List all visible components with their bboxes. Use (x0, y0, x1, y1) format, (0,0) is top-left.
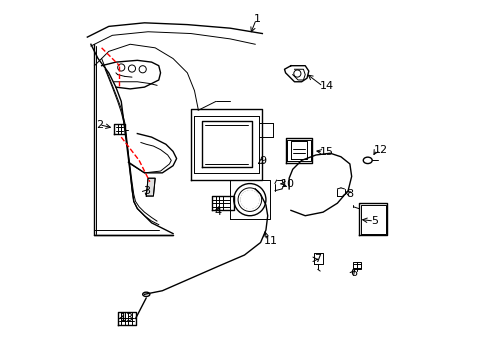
Text: 3: 3 (142, 186, 149, 197)
Polygon shape (146, 178, 155, 196)
Text: 7: 7 (313, 254, 321, 264)
Text: 14: 14 (320, 81, 334, 91)
Text: 8: 8 (346, 189, 353, 199)
Bar (352, 262, 361, 269)
Text: 12: 12 (373, 145, 387, 155)
Circle shape (241, 191, 258, 208)
Text: 13: 13 (119, 312, 133, 323)
Text: 10: 10 (281, 179, 294, 189)
Text: 11: 11 (264, 236, 278, 246)
Text: 2: 2 (96, 120, 103, 130)
Text: 1: 1 (253, 14, 260, 24)
Text: 4: 4 (214, 207, 221, 217)
Text: 9: 9 (258, 157, 265, 166)
Text: 6: 6 (349, 268, 356, 278)
Text: 15: 15 (320, 147, 333, 157)
Text: 5: 5 (370, 216, 378, 226)
